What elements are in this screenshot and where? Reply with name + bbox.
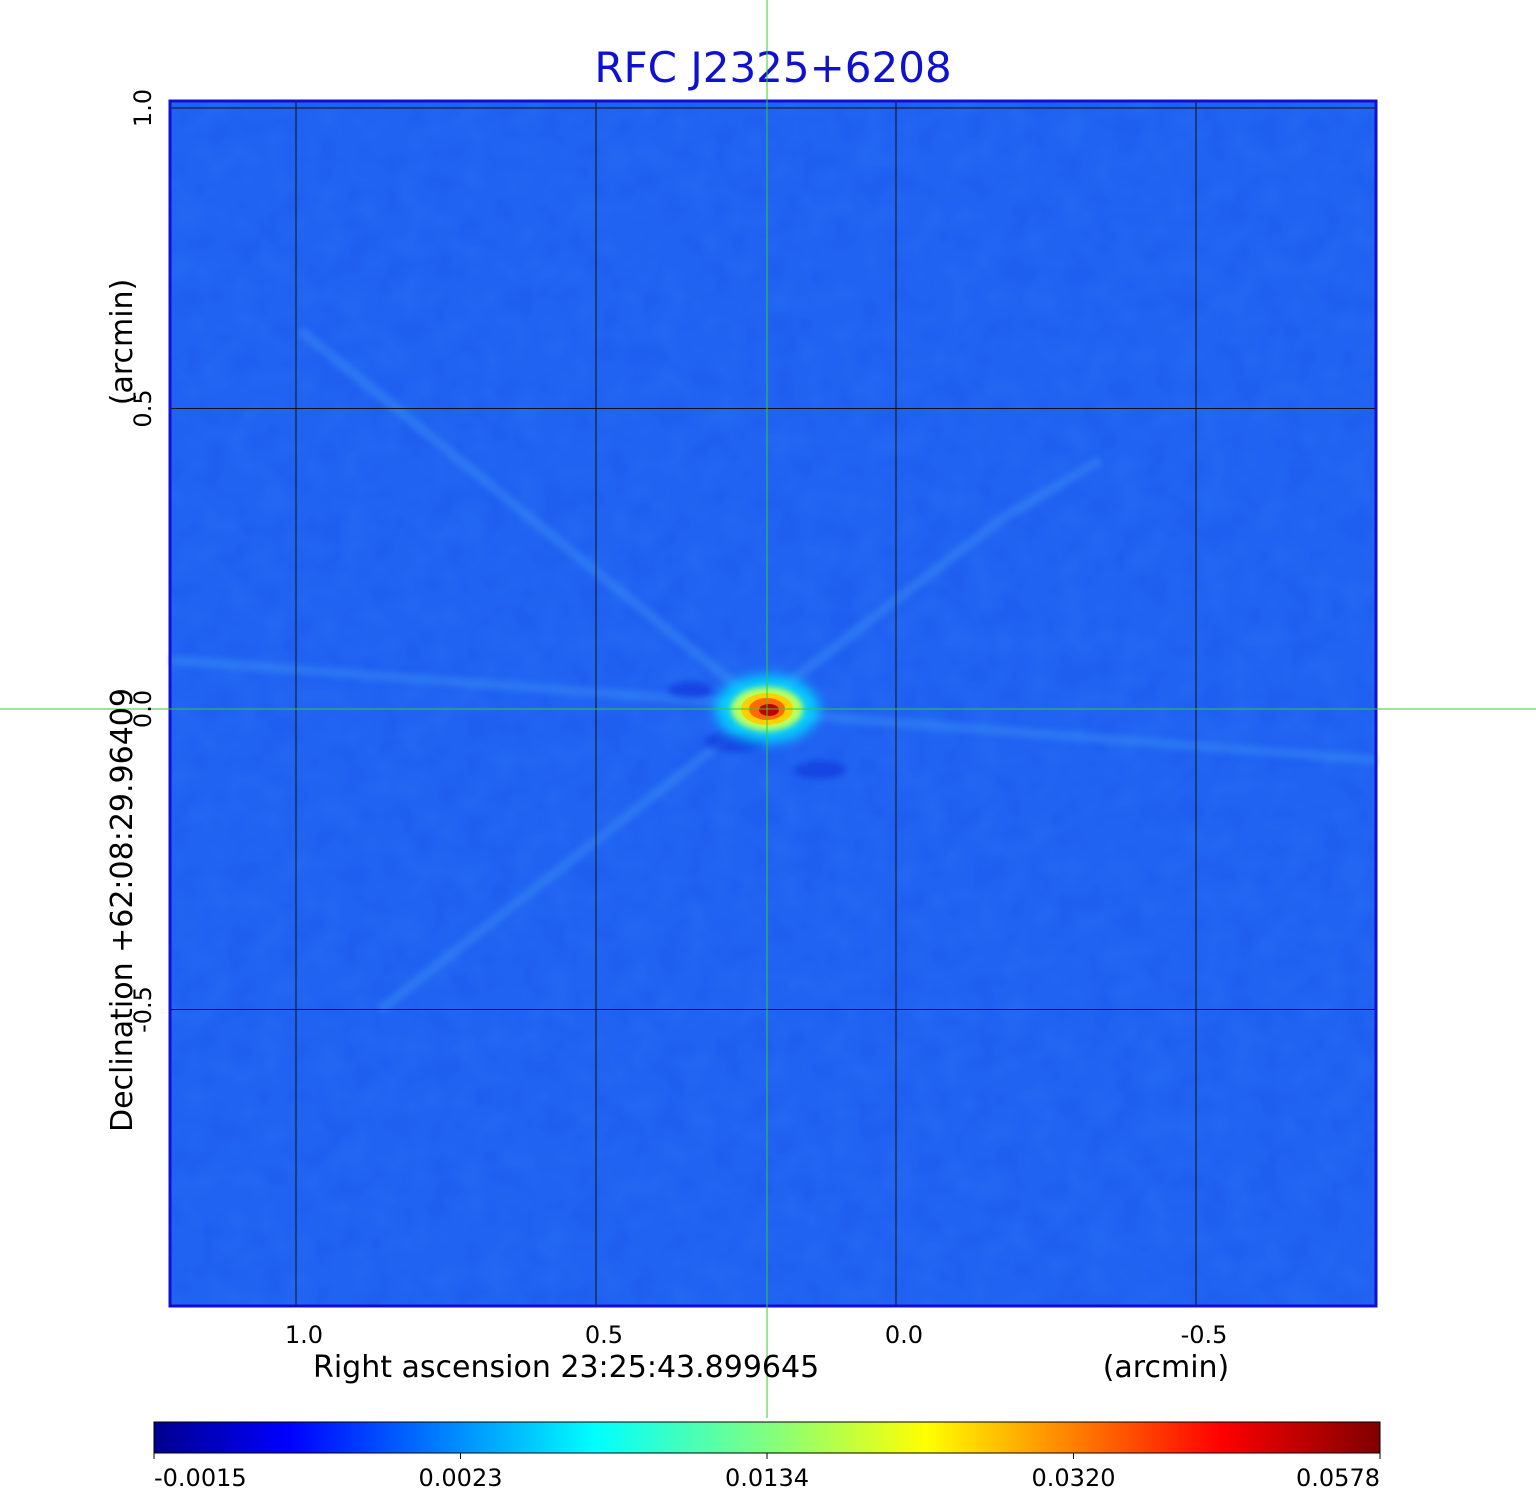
colorbar-ticks: -0.0015 0.0023 0.0134 0.0320 0.0578 — [153, 1453, 1381, 1492]
x-axis-label: Right ascension 23:25:43.899645 — [313, 1350, 819, 1385]
x-tick-label-3: -0.5 — [1181, 1321, 1228, 1349]
crosshair — [0, 0, 1536, 1418]
colorbar-tick-label-4: 0.0578 — [1296, 1464, 1380, 1492]
sidelobe-streaks — [169, 326, 1377, 1014]
x-tick-label-2: 0.0 — [885, 1321, 923, 1349]
colorbar: -0.0015 0.0023 0.0134 0.0320 0.0578 — [153, 1421, 1381, 1492]
map-frame — [168, 99, 1378, 1308]
chart-title: RFC J2325+6208 — [594, 43, 951, 92]
x-tick-labels: 1.0 0.5 0.0 -0.5 — [285, 1321, 1228, 1349]
y-axis-label: Declination +62:08:29.96409 — [105, 688, 140, 1132]
y-tick-label-2: 0.0 — [129, 690, 157, 728]
y-tick-label-3: -0.5 — [129, 986, 157, 1033]
x-tick-label-0: 1.0 — [285, 1321, 323, 1349]
colorbar-tick-label-0: -0.0015 — [154, 1464, 247, 1492]
intensity-map — [169, 101, 1377, 1306]
y-tick-label-0: 1.0 — [129, 89, 157, 127]
source-peak-red — [759, 704, 779, 716]
y-tick-label-1: 0.5 — [129, 389, 157, 427]
y-axis-unit: (arcmin) — [105, 279, 140, 406]
y-tick-labels: 1.0 0.5 0.0 -0.5 — [129, 89, 157, 1033]
colorbar-tick-label-2: 0.0134 — [725, 1464, 809, 1492]
x-tick-label-1: 0.5 — [585, 1321, 623, 1349]
x-axis-unit: (arcmin) — [1103, 1350, 1230, 1385]
colorbar-tick-label-1: 0.0023 — [419, 1464, 503, 1492]
radio-source — [715, 675, 819, 743]
colorbar-tick-label-3: 0.0320 — [1032, 1464, 1116, 1492]
colorbar-gradient — [153, 1421, 1381, 1454]
